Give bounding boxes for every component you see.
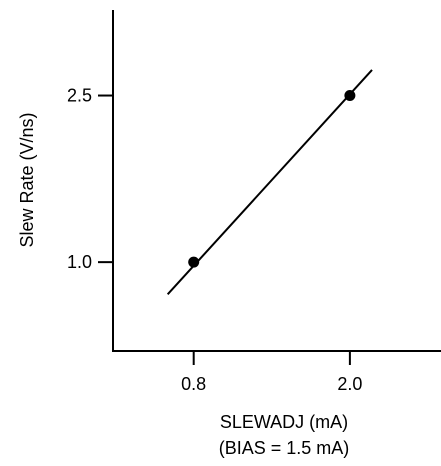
data-point [344, 90, 356, 102]
y-tick-label: 1.0 [67, 252, 92, 272]
x-ticks: 0.8 2.0 [181, 351, 362, 394]
y-ticks: 1.0 2.5 [67, 86, 113, 272]
trend-line [166, 69, 373, 296]
x-axis-note: (BIAS = 1.5 mA) [219, 438, 350, 458]
axis-lines [112, 10, 441, 352]
x-tick-label: 0.8 [181, 374, 206, 394]
data-point [188, 256, 200, 268]
axes [112, 10, 441, 352]
x-axis-title: SLEWADJ (mA) [220, 412, 348, 432]
x-tick-label: 2.0 [337, 374, 362, 394]
y-tick-label: 2.5 [67, 86, 92, 106]
y-axis-title: Slew Rate (V/ns) [17, 112, 37, 247]
data-points [188, 90, 356, 268]
